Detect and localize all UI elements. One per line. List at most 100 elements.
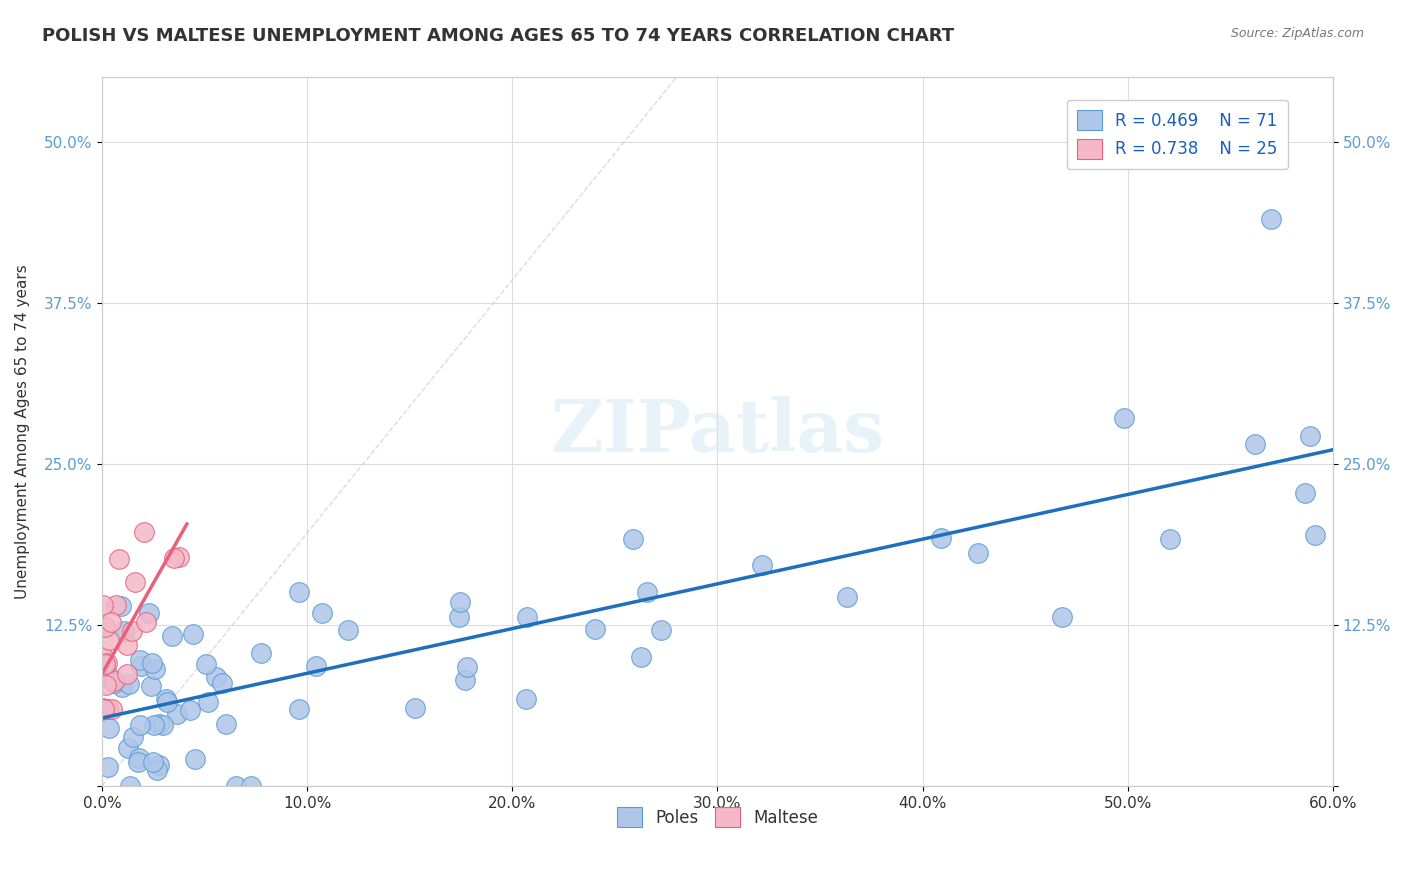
- Point: [124, 575, 146, 590]
- Legend: Poles, Maltese: Poles, Maltese: [610, 800, 825, 834]
- Point: [288, 702, 311, 716]
- Text: POLISH VS MALTESE UNEMPLOYMENT AMONG AGES 65 TO 74 YEARS CORRELATION CHART: POLISH VS MALTESE UNEMPLOYMENT AMONG AGE…: [42, 27, 955, 45]
- Point: [205, 670, 228, 684]
- Point: [97, 701, 120, 715]
- Point: [929, 531, 952, 545]
- Point: [337, 623, 360, 637]
- Point: [152, 718, 174, 732]
- Point: [91, 700, 114, 714]
- Point: [160, 629, 183, 643]
- Point: [751, 558, 773, 572]
- Point: [636, 584, 658, 599]
- Point: [240, 779, 263, 793]
- Point: [93, 670, 115, 684]
- Point: [121, 624, 143, 638]
- Point: [453, 673, 475, 688]
- Point: [112, 624, 135, 638]
- Point: [122, 730, 145, 744]
- Point: [211, 675, 233, 690]
- Y-axis label: Unemployment Among Ages 65 to 74 years: Unemployment Among Ages 65 to 74 years: [15, 264, 30, 599]
- Point: [155, 691, 177, 706]
- Point: [118, 779, 141, 793]
- Point: [141, 755, 163, 769]
- Point: [1294, 486, 1316, 500]
- Point: [1159, 532, 1181, 546]
- Point: [621, 532, 644, 546]
- Point: [162, 551, 184, 566]
- Point: [837, 591, 859, 605]
- Point: [138, 607, 160, 621]
- Point: [131, 659, 153, 673]
- Point: [91, 598, 114, 612]
- Point: [91, 650, 114, 665]
- Point: [179, 703, 201, 717]
- Point: [103, 676, 125, 690]
- Point: [311, 607, 333, 621]
- Point: [215, 717, 238, 731]
- Point: [449, 595, 471, 609]
- Point: [127, 756, 149, 770]
- Point: [100, 615, 122, 630]
- Point: [97, 760, 120, 774]
- Point: [93, 701, 115, 715]
- Point: [225, 779, 247, 793]
- Point: [97, 721, 120, 735]
- Point: [184, 752, 207, 766]
- Point: [516, 610, 538, 624]
- Point: [404, 700, 426, 714]
- Point: [1050, 609, 1073, 624]
- Text: Source: ZipAtlas.com: Source: ZipAtlas.com: [1230, 27, 1364, 40]
- Point: [967, 546, 990, 560]
- Text: ZIPatlas: ZIPatlas: [550, 396, 884, 467]
- Point: [129, 653, 152, 667]
- Point: [1303, 528, 1326, 542]
- Point: [103, 673, 125, 688]
- Point: [93, 657, 115, 672]
- Point: [197, 695, 219, 709]
- Point: [1244, 436, 1267, 450]
- Point: [650, 623, 672, 637]
- Point: [156, 695, 179, 709]
- Point: [456, 660, 478, 674]
- Point: [96, 656, 118, 670]
- Point: [110, 599, 132, 614]
- Point: [583, 622, 606, 636]
- Point: [97, 668, 120, 682]
- Point: [305, 659, 328, 673]
- Point: [135, 615, 157, 629]
- Point: [143, 662, 166, 676]
- Point: [128, 751, 150, 765]
- Point: [447, 609, 470, 624]
- Point: [1299, 429, 1322, 443]
- Point: [1112, 410, 1135, 425]
- Point: [146, 763, 169, 777]
- Point: [117, 667, 139, 681]
- Point: [104, 598, 127, 612]
- Point: [181, 627, 204, 641]
- Point: [142, 718, 165, 732]
- Point: [93, 620, 115, 634]
- Point: [141, 657, 163, 671]
- Point: [94, 701, 117, 715]
- Point: [288, 585, 311, 599]
- Point: [141, 679, 163, 693]
- Point: [167, 550, 190, 565]
- Point: [515, 692, 537, 706]
- Point: [100, 701, 122, 715]
- Point: [148, 717, 170, 731]
- Point: [97, 632, 120, 647]
- Point: [129, 718, 152, 732]
- Point: [1260, 212, 1282, 227]
- Point: [93, 701, 115, 715]
- Point: [117, 677, 139, 691]
- Point: [134, 524, 156, 539]
- Point: [148, 757, 170, 772]
- Point: [94, 678, 117, 692]
- Point: [107, 551, 129, 566]
- Point: [117, 740, 139, 755]
- Point: [630, 650, 652, 665]
- Point: [194, 657, 217, 672]
- Point: [166, 706, 188, 721]
- Point: [250, 646, 273, 660]
- Point: [115, 639, 138, 653]
